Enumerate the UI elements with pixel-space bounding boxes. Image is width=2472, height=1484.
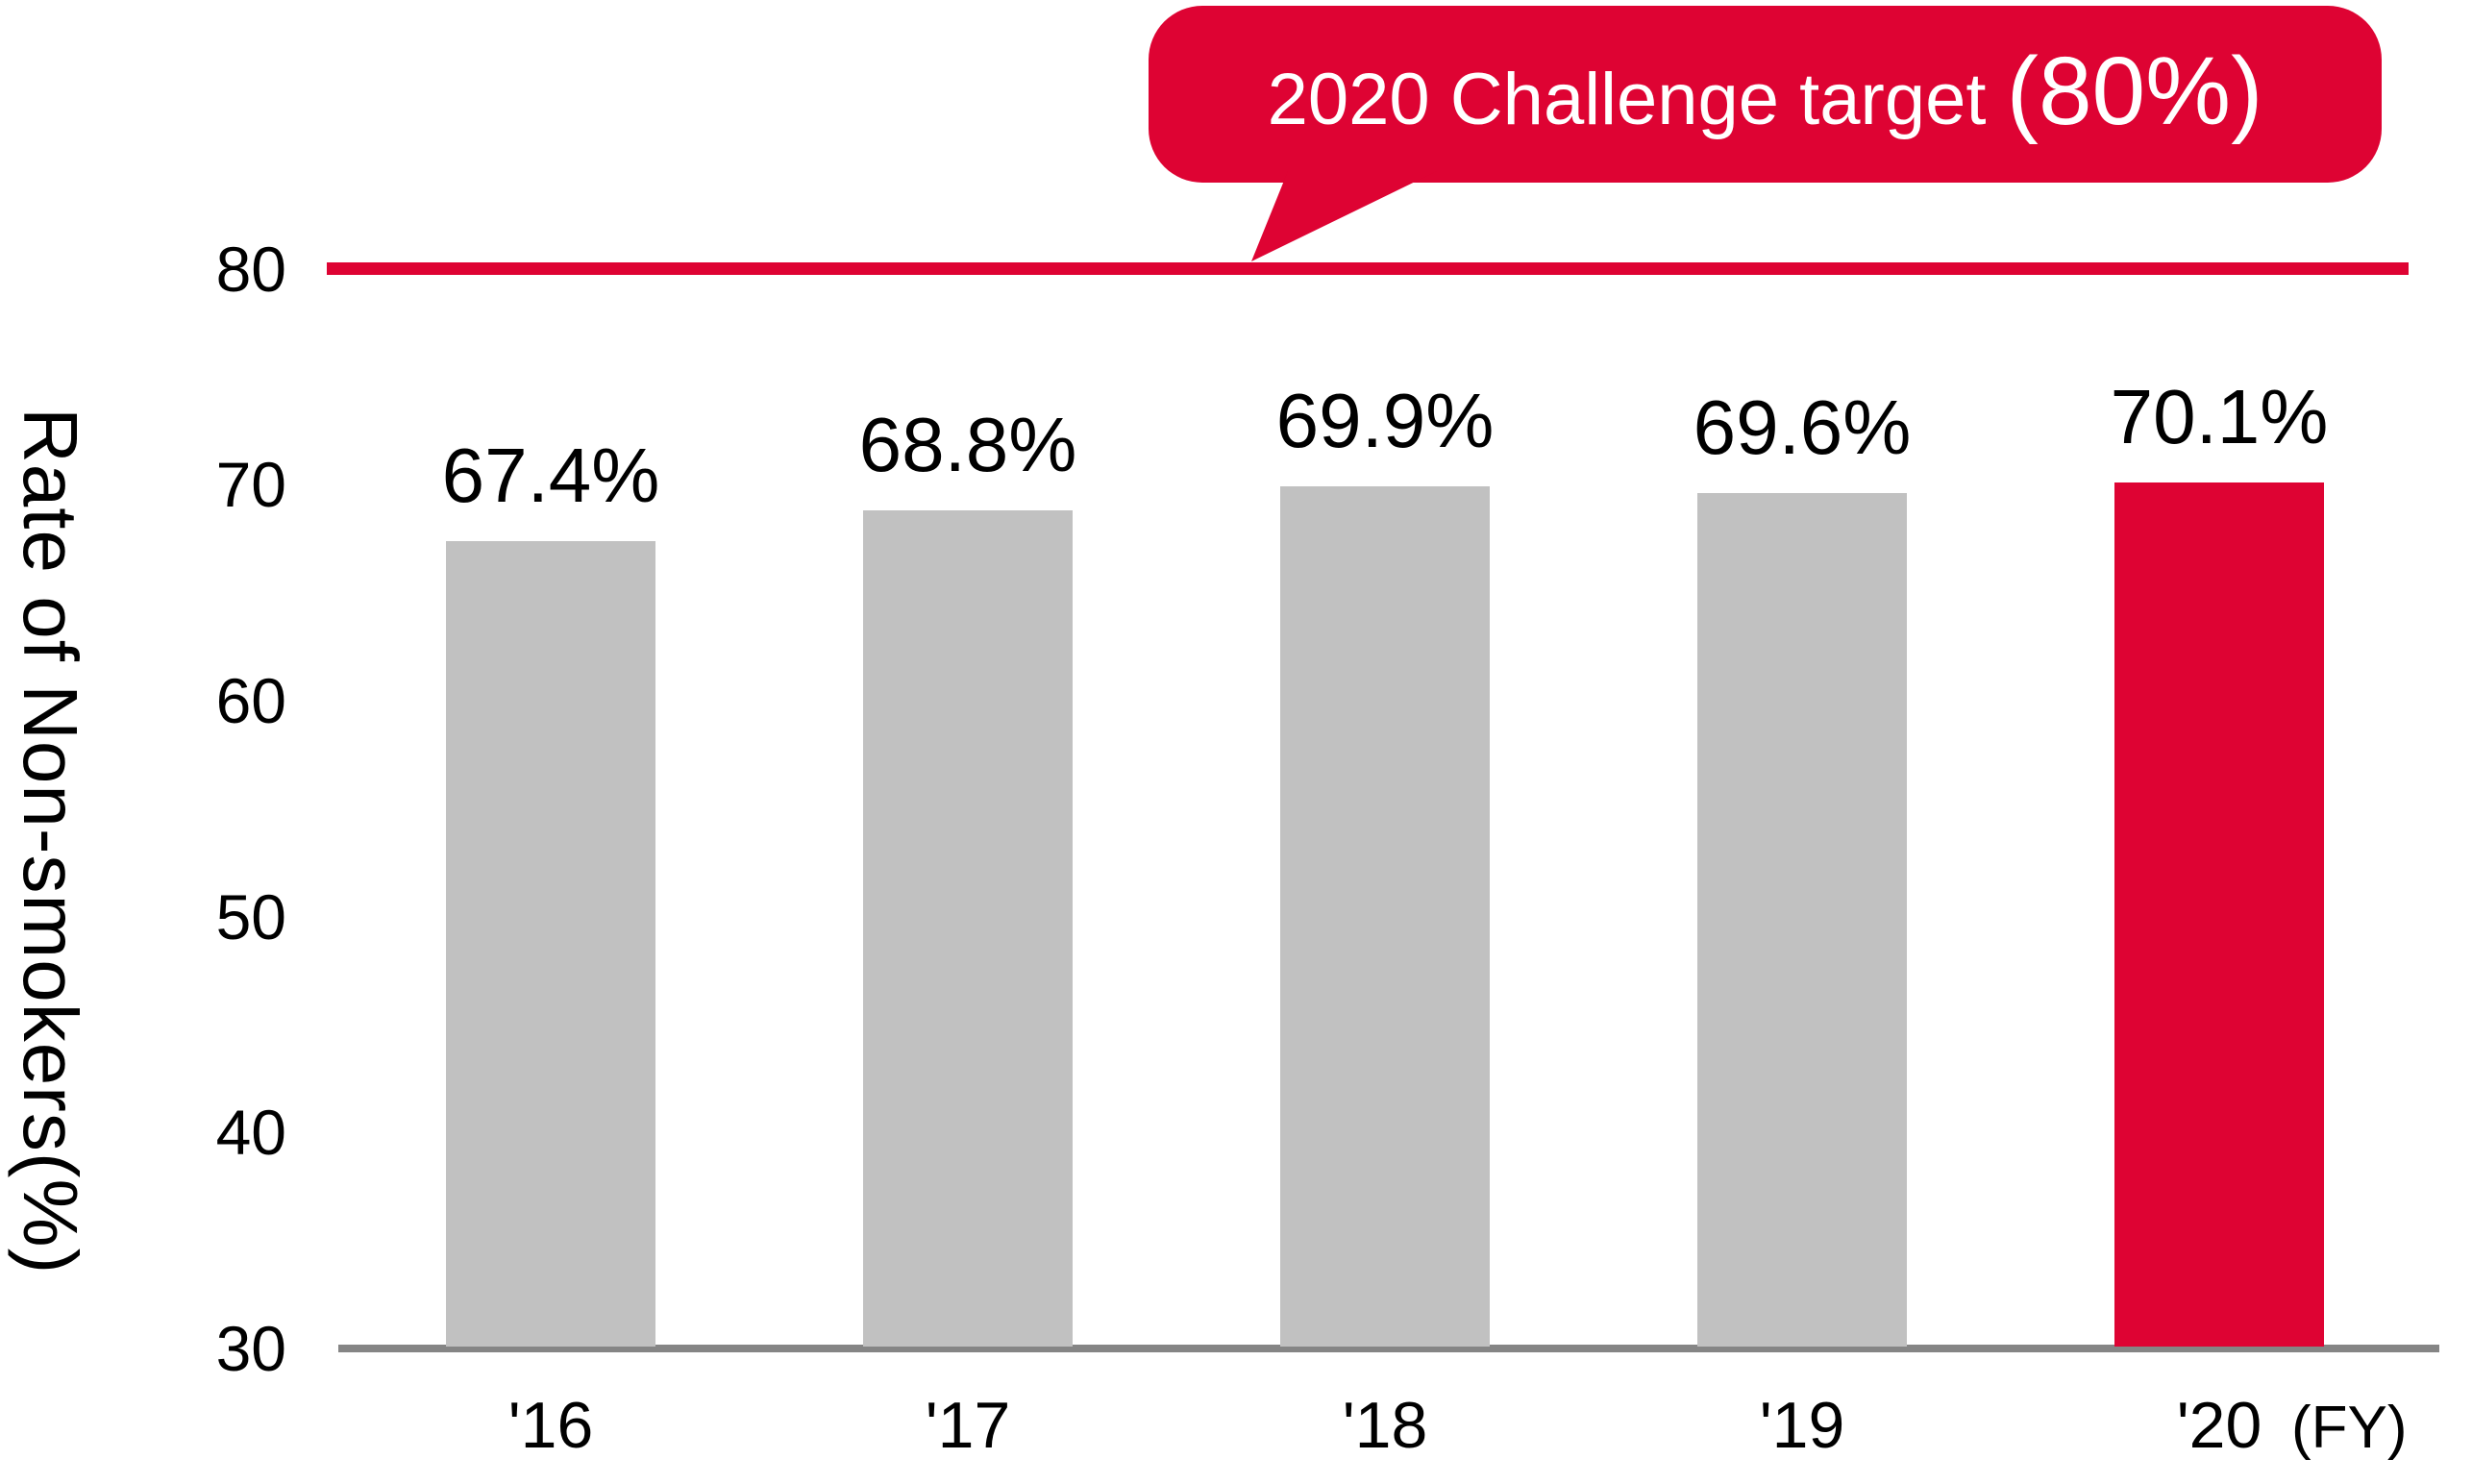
value-label-fy17: 68.8% bbox=[858, 402, 1077, 488]
target-line bbox=[327, 262, 2409, 275]
x-tick-fy16: '16 bbox=[507, 1389, 594, 1462]
value-label-fy20: 70.1% bbox=[2110, 373, 2329, 459]
y-tick-40: 40 bbox=[215, 1097, 286, 1169]
y-axis-title: Rate of Non-smokers(%) bbox=[8, 407, 93, 1275]
callout-tail bbox=[1251, 171, 1437, 261]
x-tick-fy18: '18 bbox=[1342, 1389, 1428, 1462]
value-label-fy18: 69.9% bbox=[1275, 378, 1495, 464]
fiscal-year-unit-label: (FY) bbox=[2291, 1395, 2408, 1461]
x-axis-line bbox=[338, 1345, 2439, 1352]
target-callout-value: (80%) bbox=[2006, 37, 2263, 145]
y-tick-30: 30 bbox=[215, 1313, 286, 1384]
bar-fy18 bbox=[1280, 486, 1490, 1347]
value-label-fy19: 69.6% bbox=[1693, 384, 1912, 471]
x-tick-fy19: '19 bbox=[1759, 1389, 1845, 1462]
bar-fy17 bbox=[863, 510, 1073, 1347]
target-callout: 2020 Challenge target (80%) bbox=[1149, 6, 2382, 183]
bar-fy19 bbox=[1697, 493, 1907, 1347]
value-label-fy16: 67.4% bbox=[441, 432, 660, 518]
x-tick-fy20: '20 bbox=[2176, 1389, 2262, 1462]
bar-fy16 bbox=[446, 540, 655, 1347]
bar-fy20 bbox=[2114, 482, 2324, 1347]
y-tick-60: 60 bbox=[215, 664, 286, 736]
y-tick-50: 50 bbox=[215, 880, 286, 952]
y-tick-80: 80 bbox=[215, 233, 286, 305]
target-callout-text: 2020 Challenge target bbox=[1267, 59, 2007, 140]
y-tick-70: 70 bbox=[215, 449, 286, 521]
x-tick-fy17: '17 bbox=[925, 1389, 1011, 1462]
